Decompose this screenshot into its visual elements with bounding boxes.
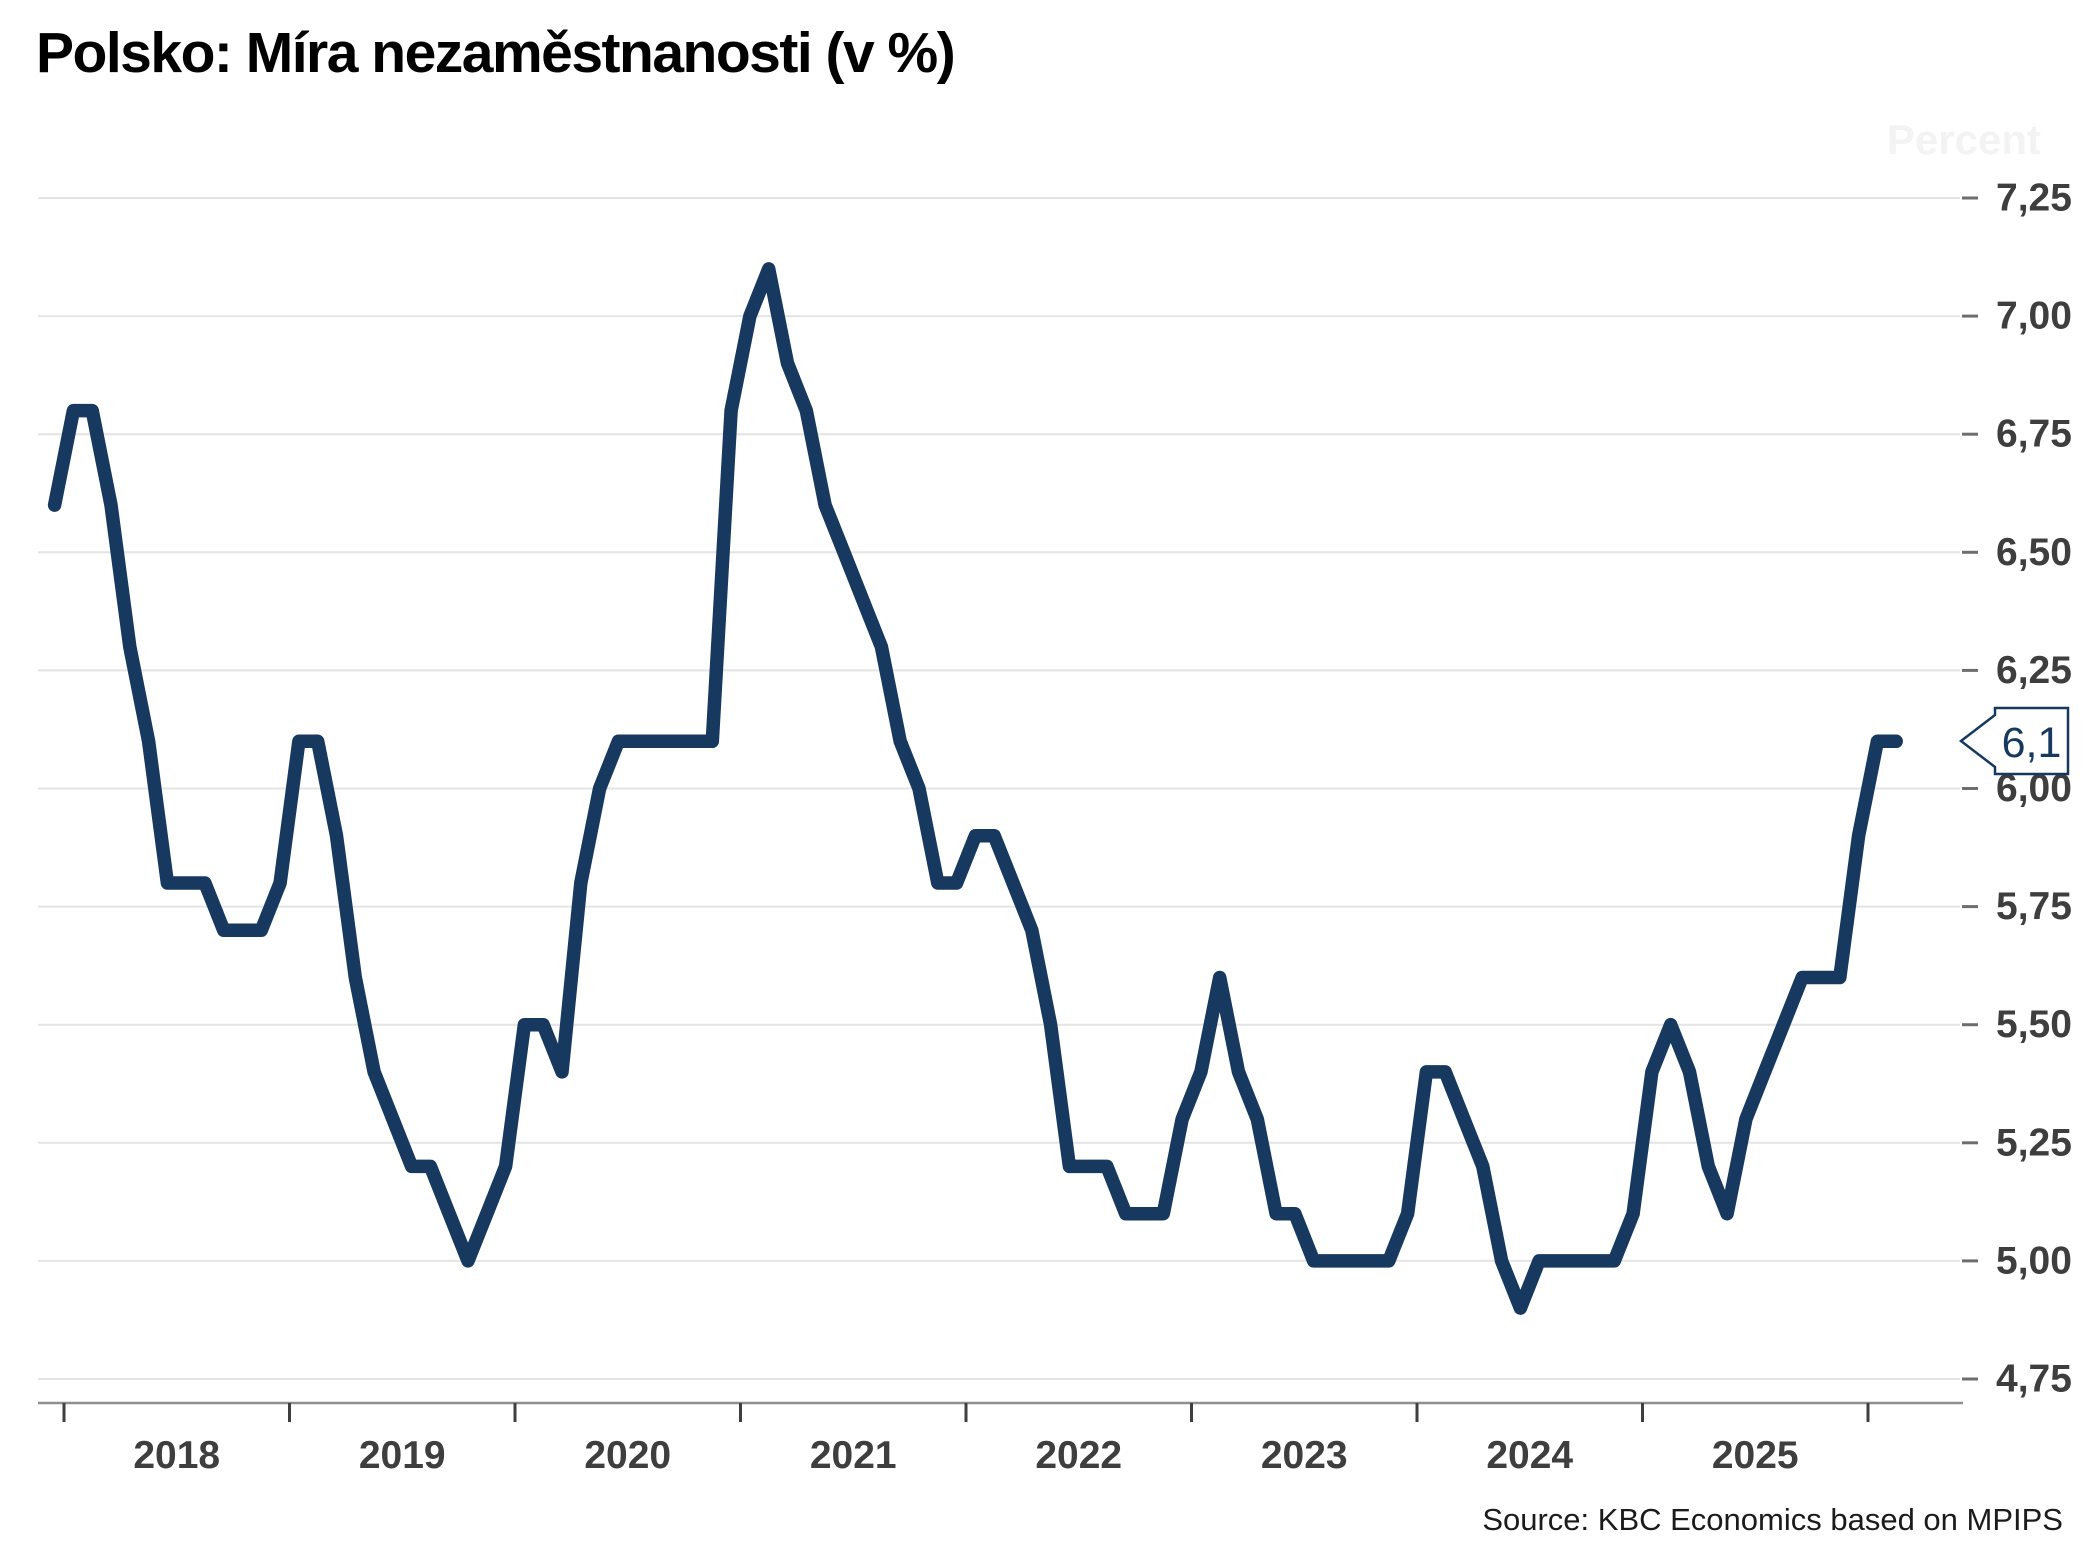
y-axis-label: 6,75 (1996, 413, 2072, 456)
y-axis-label: 6,50 (1996, 531, 2072, 574)
x-axis-label: 2021 (810, 1434, 897, 1477)
x-axis-label: 2025 (1712, 1434, 1799, 1477)
y-axis-label: 5,00 (1996, 1239, 2072, 1282)
y-axis-label: 5,50 (1996, 1003, 2072, 1046)
y-axis-label: 4,75 (1996, 1358, 2072, 1401)
y-axis-label: 5,25 (1996, 1121, 2072, 1164)
x-axis-label: 2019 (359, 1434, 446, 1477)
y-axis-label: 6,25 (1996, 649, 2072, 692)
x-axis-label: 2020 (584, 1434, 671, 1477)
y-axis-label: 7,25 (1996, 177, 2072, 220)
source-note: Source: KBC Economics based on MPIPS (1482, 1502, 2063, 1537)
x-axis-label: 2018 (133, 1434, 220, 1477)
unemployment-series-line (47, 262, 1903, 1315)
latest-value-label: 6,1 (2002, 719, 2062, 767)
percent-axis-watermark: Percent (1886, 116, 2041, 163)
latest-value-callout (1958, 706, 2070, 776)
x-axis-label: 2023 (1261, 1434, 1348, 1477)
x-axis-label: 2024 (1486, 1434, 1573, 1477)
x-axis-label: 2022 (1035, 1434, 1122, 1477)
y-axis-label: 5,75 (1996, 885, 2072, 928)
chart-title: Polsko: Míra nezaměstnanosti (v %) (36, 21, 956, 85)
y-axis-label: 7,00 (1996, 295, 2072, 338)
